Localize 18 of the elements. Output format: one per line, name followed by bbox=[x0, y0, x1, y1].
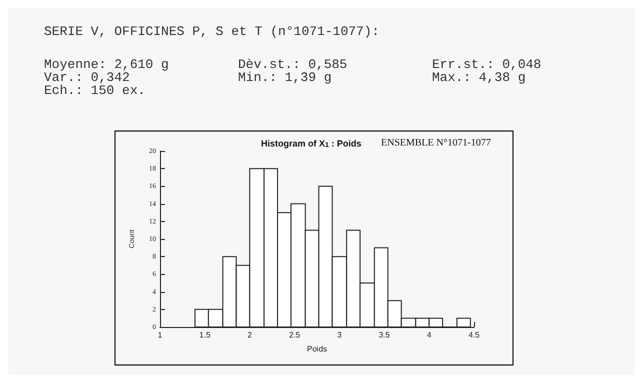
text: Var.: 0,342 bbox=[44, 70, 130, 85]
x-tick-label: 2.5 bbox=[289, 330, 301, 340]
x-tick-label: 3.5 bbox=[378, 330, 390, 340]
x-tick-label: 4 bbox=[426, 330, 432, 340]
text: Moyenne: 2,610 g bbox=[44, 57, 169, 72]
text: Min.: 1,39 g bbox=[238, 70, 332, 85]
text: Dèv.st.: 0,585 bbox=[238, 57, 348, 72]
x-tick-label: 4.5 bbox=[468, 330, 480, 340]
x-tick-label: 3 bbox=[337, 330, 342, 340]
text: Ech.: 150 ex. bbox=[44, 83, 146, 98]
x-tick-label: 1.5 bbox=[199, 330, 211, 340]
text: Max.: 4,38 g bbox=[432, 70, 526, 85]
x-axis-title: Poids bbox=[306, 344, 328, 354]
x-tick-label: 2 bbox=[247, 330, 252, 340]
text: SERIE V, OFFICINES P, S et T (n°1071-1077): bbox=[44, 24, 380, 39]
chart-subtitle: ENSEMBLE N°1071-1077 bbox=[381, 138, 491, 148]
text: Err.st.: 0,048 bbox=[432, 57, 542, 72]
x-tick-label: 1 bbox=[158, 330, 163, 340]
